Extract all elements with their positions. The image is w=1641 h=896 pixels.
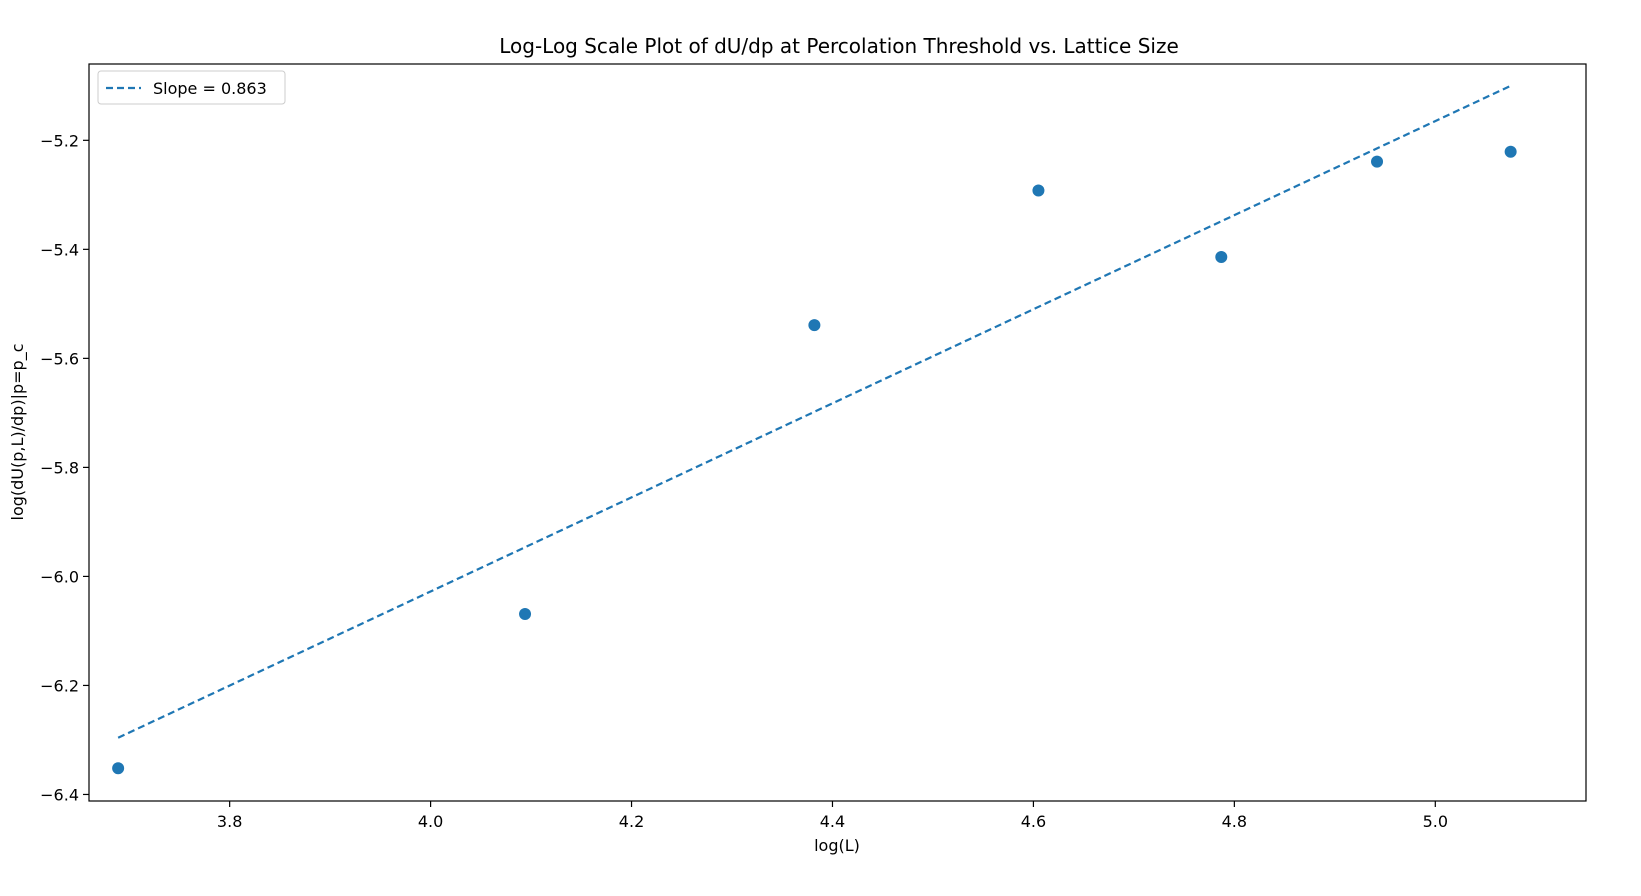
fit-line	[117, 84, 1512, 739]
y-tick-label: −6.0	[40, 567, 79, 586]
y-tick-label: −5.6	[40, 349, 79, 368]
y-tick-label: −6.2	[40, 676, 79, 695]
x-tick-label: 4.8	[1222, 812, 1247, 831]
x-axis-title: log(L)	[814, 836, 860, 855]
x-tick-label: 5.0	[1423, 812, 1448, 831]
chart-title: Log-Log Scale Plot of dU/dp at Percolati…	[499, 34, 1179, 58]
data-point	[112, 762, 125, 775]
data-point	[1371, 155, 1384, 168]
data-point	[1032, 184, 1045, 197]
x-tick-label: 4.0	[418, 812, 443, 831]
x-tick-label: 4.4	[820, 812, 845, 831]
x-tick-label: 4.2	[619, 812, 644, 831]
data-point	[808, 319, 821, 332]
plot-area-frame	[88, 63, 1587, 802]
data-point	[1504, 145, 1517, 158]
x-tick-label: 3.8	[217, 812, 242, 831]
data-point	[519, 608, 532, 621]
y-tick-label: −5.2	[40, 131, 79, 150]
series-layer	[112, 84, 1517, 775]
legend-box	[97, 70, 286, 105]
y-tick-label: −5.4	[40, 240, 79, 259]
x-tick-label: 4.6	[1021, 812, 1046, 831]
y-tick-label: −6.4	[40, 785, 79, 804]
y-axis-ticks: −5.2 −5.4 −5.6 −5.8 −6.0 −6.2 −6.4	[40, 131, 89, 804]
legend-label: Slope = 0.863	[153, 79, 267, 98]
y-tick-label: −5.8	[40, 458, 79, 477]
data-point	[1215, 250, 1228, 263]
x-axis-ticks: 3.8 4.0 4.2 4.4 4.6 4.8 5.0	[217, 801, 1448, 831]
legend: Slope = 0.863	[97, 70, 286, 105]
y-axis-title: log(dU(p,L)/dp)|p=p_c	[8, 344, 28, 521]
